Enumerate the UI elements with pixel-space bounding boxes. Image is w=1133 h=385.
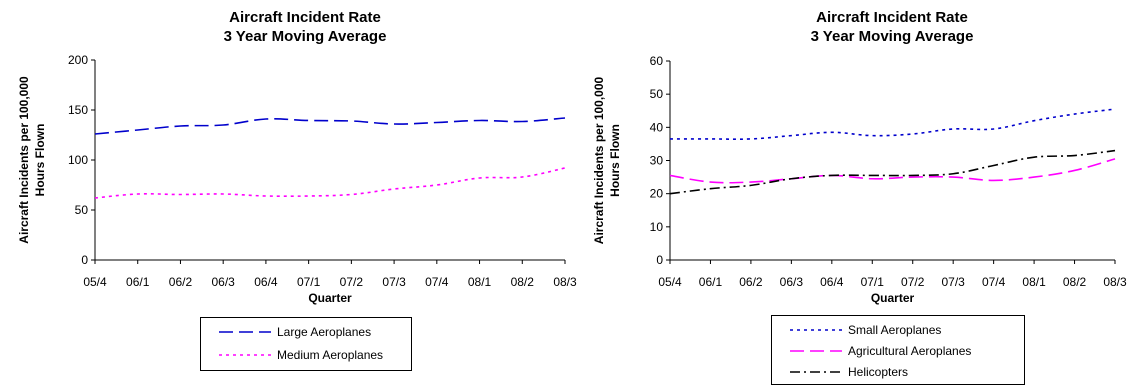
y-axis-title-line: Aircraft Incidents per 100,000 — [592, 76, 606, 244]
x-tick-label: 08/2 — [511, 275, 535, 289]
x-axis-title: Quarter — [871, 291, 915, 305]
x-tick-label: 05/4 — [83, 275, 107, 289]
legend: Small Aeroplanes Agricultural Aeroplanes H… — [771, 315, 1025, 385]
x-tick-label: 07/1 — [861, 275, 885, 289]
x-tick-label: 05/4 — [658, 275, 682, 289]
legend-label: Medium Aeroplanes — [277, 348, 383, 362]
legend-label: Large Aeroplanes — [277, 325, 371, 339]
y-axis-title-line: Hours Flown — [33, 124, 47, 197]
y-tick-label: 30 — [650, 154, 664, 168]
series-line-agricultural-aeroplanes — [669, 158, 1116, 184]
chart-title-line: 3 Year Moving Average — [224, 28, 387, 45]
y-tick-label: 50 — [75, 203, 89, 217]
x-tick-label: 07/3 — [942, 275, 966, 289]
x-axis-title: Quarter — [308, 291, 352, 305]
x-tick-label: 08/3 — [553, 275, 577, 289]
x-tick-label: 06/3 — [212, 275, 236, 289]
x-tick-label: 06/3 — [780, 275, 804, 289]
x-tick-label: 08/2 — [1063, 275, 1087, 289]
series-line-large-aeroplanes — [94, 117, 566, 135]
x-tick-label: 07/3 — [382, 275, 406, 289]
y-tick-label: 100 — [68, 153, 88, 167]
x-tick-label: 06/1 — [126, 275, 150, 289]
x-tick-label: 06/4 — [254, 275, 278, 289]
x-tick-label: 06/2 — [739, 275, 763, 289]
x-tick-label: 07/4 — [982, 275, 1006, 289]
series-line-helicopters — [669, 149, 1116, 195]
y-tick-label: 60 — [650, 54, 664, 68]
legend-label: Small Aeroplanes — [848, 323, 941, 337]
x-tick-label: 07/4 — [425, 275, 449, 289]
chart-svg: Aircraft Incident Rate 3 Year Moving Aver… — [17, 9, 577, 305]
y-tick-label: 50 — [650, 87, 664, 101]
y-tick-label: 200 — [68, 53, 88, 67]
series-line-small-aeroplanes — [670, 108, 1116, 141]
legend-svg: Small Aeroplanes Agricultural Aeroplanes H… — [790, 323, 971, 379]
legend-svg: Large Aeroplanes Medium Aeroplanes — [219, 325, 383, 362]
x-tick-label: 07/2 — [901, 275, 925, 289]
chart-left: Aircraft Incident Rate 3 Year Moving Aver… — [0, 0, 577, 383]
y-tick-label: 10 — [650, 220, 664, 234]
y-tick-label: 0 — [81, 253, 88, 267]
y-tick-label: 40 — [650, 120, 664, 134]
y-tick-label: 0 — [656, 253, 663, 267]
y-tick-label: 150 — [68, 103, 88, 117]
x-tick-label: 06/1 — [699, 275, 723, 289]
y-axis-title-line: Aircraft Incidents per 100,000 — [17, 76, 31, 244]
chart-title-line: Aircraft Incident Rate — [229, 9, 381, 26]
x-tick-label: 07/1 — [297, 275, 321, 289]
x-tick-label: 08/1 — [468, 275, 492, 289]
legend-label: Helicopters — [848, 365, 908, 379]
x-tick-label: 07/2 — [340, 275, 364, 289]
x-tick-label: 06/2 — [169, 275, 193, 289]
chart-svg: Aircraft Incident Rate 3 Year Moving Aver… — [592, 9, 1127, 305]
chart-title-line: 3 Year Moving Average — [811, 28, 974, 45]
x-tick-label: 08/3 — [1103, 275, 1127, 289]
legend: Large Aeroplanes Medium Aeroplanes — [200, 317, 412, 371]
x-tick-label: 08/1 — [1022, 275, 1046, 289]
chart-title-line: Aircraft Incident Rate — [816, 9, 968, 26]
x-tick-label: 06/4 — [820, 275, 844, 289]
y-axis-title-line: Hours Flown — [608, 124, 622, 197]
chart-right: Aircraft Incident Rate 3 Year Moving Aver… — [566, 0, 1133, 385]
series-line-medium-aeroplanes — [94, 167, 566, 199]
legend-label: Agricultural Aeroplanes — [848, 344, 971, 358]
y-tick-label: 20 — [650, 187, 664, 201]
